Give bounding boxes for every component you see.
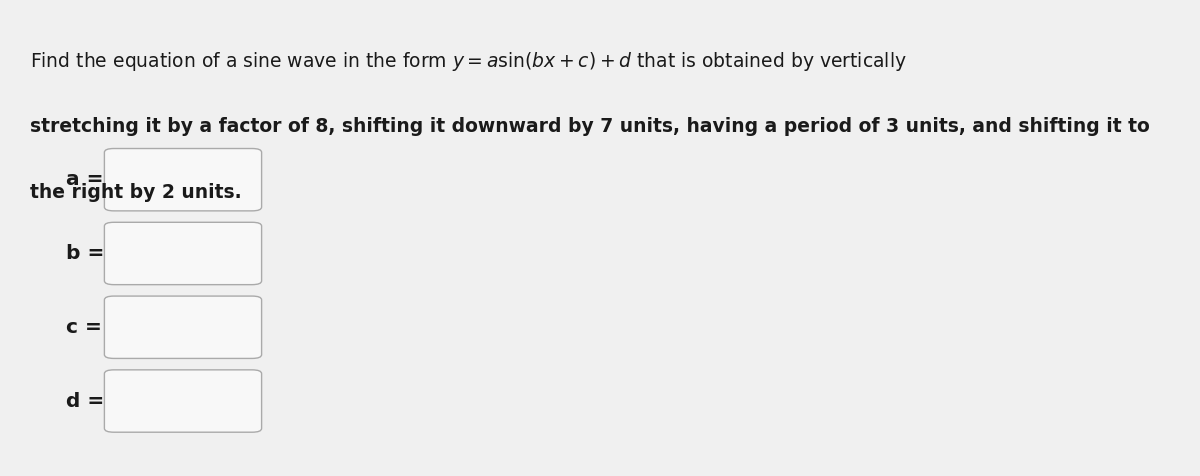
Text: a =: a =	[66, 170, 103, 189]
Text: Find the equation of a sine wave in the form $y = a\sin(bx + c) + d$ that is obt: Find the equation of a sine wave in the …	[30, 50, 907, 73]
FancyBboxPatch shape	[104, 370, 262, 432]
FancyBboxPatch shape	[104, 222, 262, 285]
Text: the right by 2 units.: the right by 2 units.	[30, 183, 241, 202]
FancyBboxPatch shape	[104, 296, 262, 358]
FancyBboxPatch shape	[104, 149, 262, 211]
Text: stretching it by a factor of 8, shifting it downward by 7 units, having a period: stretching it by a factor of 8, shifting…	[30, 117, 1150, 136]
Text: d =: d =	[66, 392, 104, 410]
Text: c =: c =	[66, 318, 102, 337]
Text: b =: b =	[66, 244, 104, 263]
